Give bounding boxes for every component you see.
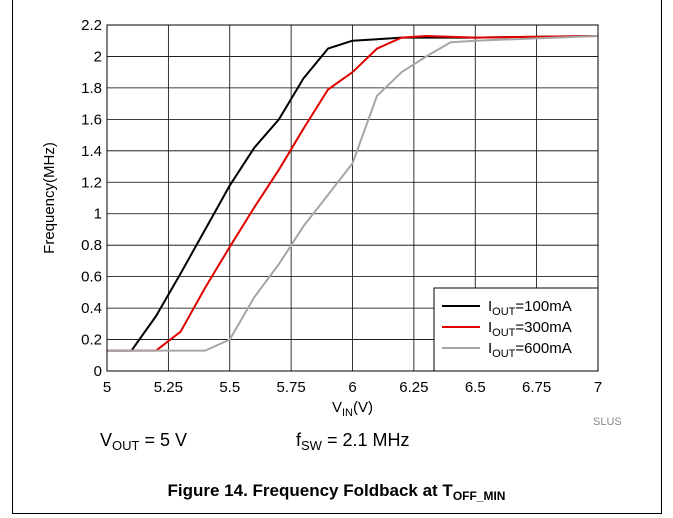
x-tick-label: 6 [348, 379, 356, 396]
x-axis-title: VIN(V) [332, 399, 373, 419]
y-tick-label: 0.8 [81, 237, 102, 254]
vout-condition: VOUT = 5 V [100, 430, 187, 453]
plot-area-border [106, 24, 599, 372]
x-tick-label: 6.25 [399, 379, 428, 396]
x-tick-label: 6.5 [465, 379, 486, 396]
series-line-2 [107, 35, 599, 352]
y-tick-label: 1.6 [81, 111, 102, 128]
legend-box [433, 287, 599, 372]
series-line-3 [107, 35, 599, 352]
y-tick-label: 2 [94, 48, 102, 65]
series-lines [107, 35, 599, 352]
frequency-chart: 5 5.25 5.5 5.75 6 6.25 6.5 6.75 7 0 0.2 0.4 0.6 0.8 1 1… [41, 17, 602, 419]
x-tick-label: 5.25 [154, 379, 183, 396]
y-tick-label: 0.2 [81, 332, 102, 349]
x-tick-label: 5.5 [219, 379, 240, 396]
document-code: SLUS [593, 416, 622, 428]
y-tick-label: 1.2 [81, 174, 102, 191]
x-tick-label: 7 [594, 379, 602, 396]
y-tick-label: 1.8 [81, 80, 102, 97]
y-tick-label: 1 [94, 206, 102, 223]
y-tick-label: 0.6 [81, 269, 102, 286]
y-tick-label: 1.4 [81, 143, 102, 160]
x-axis-title-sub: IN [342, 407, 353, 419]
x-tick-label: 5.75 [277, 379, 306, 396]
x-tick-label: 5 [103, 379, 111, 396]
legend-label-1: IOUT=100mA [488, 298, 572, 318]
tick-labels: 5 5.25 5.5 5.75 6 6.25 6.5 6.75 7 0 0.2 0.4 0.6 0.8 1 1… [81, 17, 602, 396]
fsw-condition: fSW = 2.1 MHz [296, 430, 410, 453]
y-tick-label: 2.2 [81, 17, 102, 34]
figure-caption: Figure 14. Frequency Foldback at TOFF_MI… [167, 481, 506, 503]
legend-label-2: IOUT=300mA [488, 319, 572, 339]
x-tick-label: 6.75 [522, 379, 551, 396]
y-tick-label: 0 [94, 363, 102, 380]
y-axis-title: Frequency(MHz) [41, 142, 58, 254]
figure-frame [12, 0, 662, 514]
y-tick-label: 0.4 [81, 300, 102, 317]
legend-label-3: IOUT=600mA [488, 340, 572, 360]
